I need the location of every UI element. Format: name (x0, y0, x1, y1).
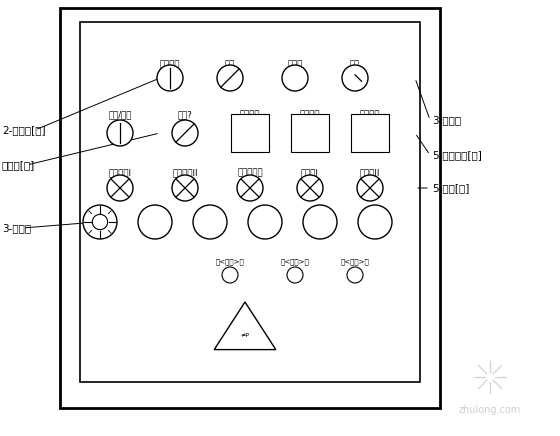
Text: ≠P: ≠P (241, 333, 249, 338)
Circle shape (248, 205, 282, 239)
Text: 3-电位器: 3-电位器 (2, 223, 31, 233)
Text: 急停: 急停 (350, 60, 360, 69)
Text: 液位低: 液位低 (287, 60, 303, 69)
Text: 指示灯[白]: 指示灯[白] (2, 160, 35, 170)
Text: 调速?: 调速? (178, 110, 193, 119)
Text: 计量泵I: 计量泵I (301, 168, 319, 177)
Circle shape (303, 205, 337, 239)
Circle shape (297, 175, 323, 201)
Circle shape (342, 65, 368, 91)
Circle shape (357, 175, 383, 201)
Text: 手动/速调: 手动/速调 (108, 110, 132, 119)
Circle shape (282, 65, 308, 91)
Circle shape (237, 175, 263, 201)
Circle shape (222, 267, 238, 283)
Circle shape (172, 120, 198, 146)
Circle shape (107, 120, 133, 146)
Text: 千赫兹发板: 千赫兹发板 (237, 168, 263, 177)
Text: 5-按钮[红]: 5-按钮[红] (432, 183, 469, 193)
Circle shape (92, 215, 108, 230)
Text: 慢<调速>快: 慢<调速>快 (281, 258, 309, 265)
Text: 3-频率表: 3-频率表 (432, 115, 461, 125)
Text: 5-带灯按钮[绿]: 5-带灯按钮[绿] (432, 150, 482, 160)
Text: 计量泵II: 计量泵II (360, 168, 380, 177)
Circle shape (347, 267, 363, 283)
Text: 慢<调速>快: 慢<调速>快 (340, 258, 370, 265)
Text: 2-指示灯[红]: 2-指示灯[红] (2, 125, 45, 135)
Circle shape (138, 205, 172, 239)
Circle shape (83, 205, 117, 239)
Circle shape (193, 205, 227, 239)
Text: zhulong.com: zhulong.com (459, 405, 521, 415)
Circle shape (217, 65, 243, 91)
Text: 频率显示: 频率显示 (300, 110, 320, 119)
Bar (80, 22, 420, 382)
Text: 电源接通: 电源接通 (160, 60, 180, 69)
Circle shape (157, 65, 183, 91)
Polygon shape (214, 302, 276, 350)
Circle shape (107, 175, 133, 201)
Bar (60, 8, 440, 408)
Text: 频率显示: 频率显示 (360, 110, 380, 119)
Bar (231, 114, 269, 152)
Bar (291, 114, 329, 152)
Text: 慢<调速>快: 慢<调速>快 (216, 258, 244, 265)
Text: 加药搅拌I: 加药搅拌I (109, 168, 132, 177)
Text: 频率显示: 频率显示 (240, 110, 260, 119)
Bar (351, 114, 389, 152)
Circle shape (172, 175, 198, 201)
Text: 复位: 复位 (225, 60, 235, 69)
Circle shape (287, 267, 303, 283)
Circle shape (358, 205, 392, 239)
Text: 加药搅拌II: 加药搅拌II (172, 168, 198, 177)
